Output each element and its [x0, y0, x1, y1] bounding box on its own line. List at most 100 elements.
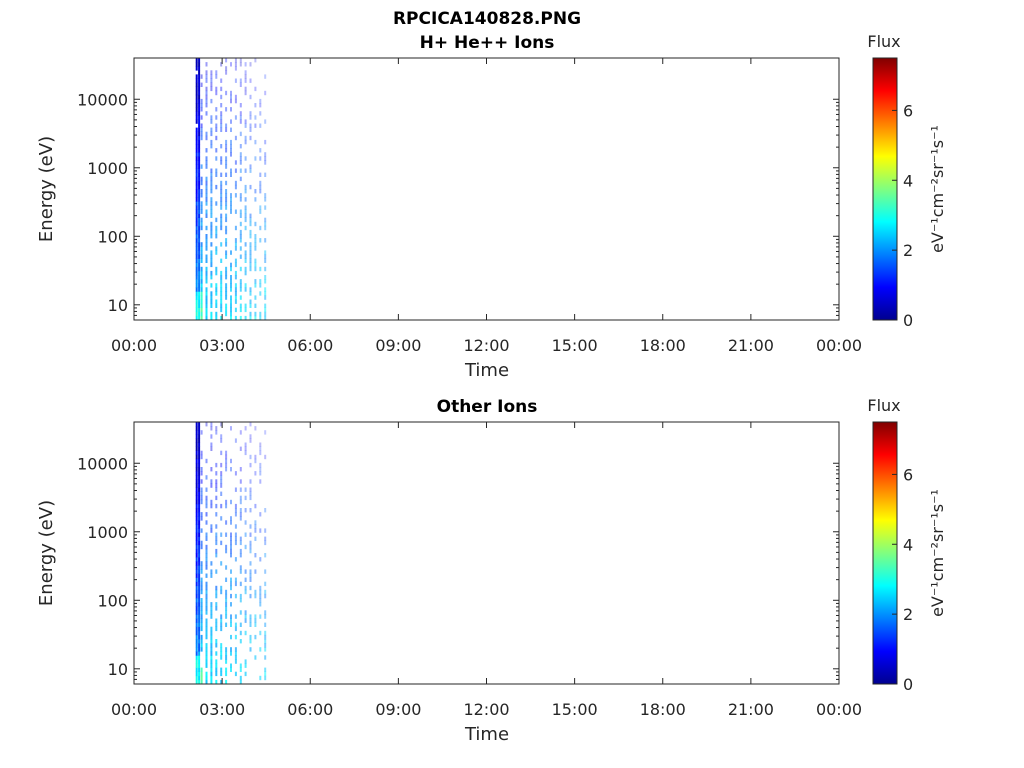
- spectrogram-cell: [239, 679, 242, 685]
- spectrogram-cell: [195, 299, 198, 304]
- spectrogram-cell: [198, 467, 201, 472]
- spectrogram-cell: [249, 168, 252, 173]
- spectrogram-cell: [225, 139, 228, 145]
- spectrogram-cell: [200, 225, 203, 231]
- spectrogram-cell: [234, 242, 237, 247]
- spectrogram-cell: [234, 503, 237, 509]
- spectrogram-cell: [198, 499, 201, 505]
- spectrogram-cell: [264, 671, 267, 677]
- spectrogram-cell: [198, 90, 201, 96]
- spectrogram-cell: [249, 164, 252, 169]
- spectrogram-cell: [200, 598, 203, 603]
- spectrogram-cell: [205, 189, 208, 194]
- spectrogram-cell: [239, 119, 242, 124]
- spectrogram-cell: [254, 123, 257, 128]
- spectrogram-cell: [234, 193, 237, 198]
- spectrogram-cell: [234, 258, 237, 263]
- spectrogram-cell: [200, 205, 203, 210]
- spectrogram-cell: [205, 548, 208, 554]
- spectrogram-cell: [225, 565, 228, 570]
- spectrogram-cell: [210, 78, 213, 83]
- spectrogram-cell: [230, 172, 232, 177]
- spectrogram-cell: [215, 148, 218, 153]
- spectrogram-cell: [200, 107, 203, 112]
- spectrogram-cell: [254, 614, 257, 619]
- x-tick-label: 09:00: [375, 336, 421, 355]
- spectrogram-cell: [200, 544, 203, 550]
- spectrogram-cell: [205, 581, 208, 587]
- spectrogram-cell: [220, 471, 223, 476]
- spectrogram-cell: [259, 148, 262, 153]
- spectrogram-cell: [244, 659, 247, 664]
- spectrogram-cell: [198, 589, 201, 595]
- spectrogram-cell: [230, 602, 232, 607]
- colorbar-tick-label: 0: [903, 675, 913, 694]
- spectrogram-cell: [239, 234, 242, 239]
- spectrogram-cell: [225, 70, 228, 75]
- spectrogram-cell: [200, 634, 203, 640]
- spectrogram-cell: [200, 311, 203, 317]
- spectrogram-cell: [198, 491, 201, 496]
- spectrogram-cell: [234, 651, 237, 656]
- colorbar-tick-label: 2: [903, 605, 913, 624]
- spectrogram-cell: [200, 127, 203, 132]
- plot-area: [134, 422, 839, 684]
- spectrogram-cell: [225, 450, 228, 456]
- spectrogram-cell: [220, 172, 223, 177]
- spectrogram-cell: [200, 585, 203, 591]
- spectrogram-cell: [200, 589, 203, 595]
- spectrogram-cell: [230, 651, 232, 656]
- spectrogram-cell: [220, 303, 223, 308]
- spectrogram-cell: [205, 622, 208, 627]
- spectrogram-cell: [198, 548, 201, 554]
- spectrogram-cell: [198, 107, 201, 112]
- spectrogram-cell: [234, 246, 237, 251]
- spectrogram-cell: [205, 270, 208, 276]
- spectrogram-cell: [234, 487, 237, 492]
- spectrogram-cell: [239, 78, 242, 83]
- spectrogram-cell: [215, 602, 218, 607]
- spectrogram-cell: [239, 315, 242, 321]
- spectrogram-cell: [225, 250, 228, 255]
- spectrogram-cell: [195, 160, 198, 165]
- spectrogram-cell: [225, 610, 228, 615]
- spectrogram-cell: [195, 426, 198, 431]
- spectrogram-cell: [215, 229, 218, 235]
- spectrogram-cell: [215, 659, 218, 664]
- spectrogram-cell: [210, 655, 213, 660]
- spectrogram-cell: [198, 610, 201, 615]
- spectrogram-cell: [220, 123, 223, 128]
- spectrogram-cell: [198, 544, 201, 550]
- spectrogram-cell: [249, 622, 252, 627]
- spectrogram-cell: [230, 144, 232, 149]
- x-tick-label: 00:00: [816, 336, 862, 355]
- spectrogram-cell: [230, 467, 232, 472]
- spectrogram-cell: [259, 156, 262, 161]
- y-tick-label: 10: [108, 296, 128, 315]
- spectrogram-cell: [264, 291, 267, 296]
- spectrogram-cell: [259, 462, 262, 468]
- spectrogram-cell: [198, 193, 201, 198]
- spectrogram-cell: [210, 131, 213, 137]
- spectrogram-cell: [210, 197, 213, 202]
- spectrogram-cell: [200, 569, 203, 574]
- spectrogram-cell: [239, 156, 242, 161]
- spectrogram-cell: [249, 569, 252, 574]
- spectrogram-cell: [198, 667, 201, 672]
- spectrogram-cell: [239, 58, 242, 63]
- spectrogram-cell: [244, 618, 247, 623]
- spectrogram-cell: [259, 180, 262, 186]
- spectrogram-cell: [259, 593, 262, 599]
- spectrogram-cell: [225, 275, 228, 280]
- spectrogram-cell: [249, 548, 252, 554]
- spectrogram-cell: [210, 614, 213, 619]
- spectrogram-cell: [195, 225, 198, 231]
- spectrogram-cell: [210, 524, 213, 529]
- spectrogram-cell: [230, 98, 232, 104]
- spectrogram-cell: [215, 168, 218, 173]
- spectrogram-cell: [215, 671, 218, 677]
- spectrogram-cell: [249, 62, 252, 67]
- spectrogram-cell: [230, 279, 232, 284]
- spectrogram-cell: [205, 74, 208, 79]
- spectrogram-cell: [254, 86, 257, 92]
